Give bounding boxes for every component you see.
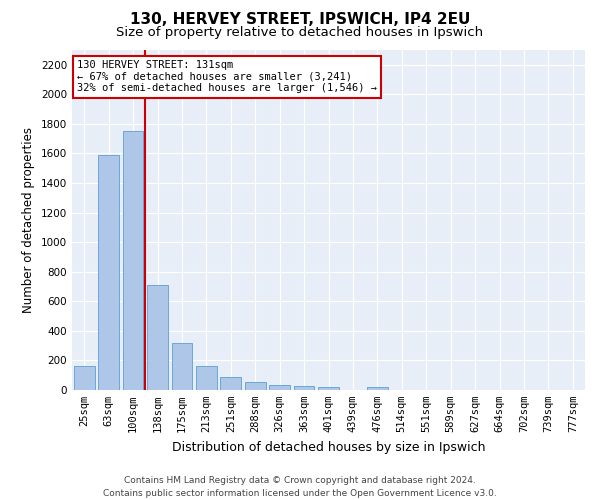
- Bar: [367, 387, 388, 390]
- Text: 130 HERVEY STREET: 131sqm
← 67% of detached houses are smaller (3,241)
32% of se: 130 HERVEY STREET: 131sqm ← 67% of detac…: [77, 60, 377, 94]
- Bar: [269, 385, 290, 390]
- Bar: [74, 366, 95, 390]
- Text: Contains HM Land Registry data © Crown copyright and database right 2024.
Contai: Contains HM Land Registry data © Crown c…: [103, 476, 497, 498]
- X-axis label: Distribution of detached houses by size in Ipswich: Distribution of detached houses by size …: [172, 440, 485, 454]
- Bar: [220, 376, 241, 390]
- Text: Size of property relative to detached houses in Ipswich: Size of property relative to detached ho…: [116, 26, 484, 39]
- Y-axis label: Number of detached properties: Number of detached properties: [22, 127, 35, 313]
- Bar: [122, 130, 143, 390]
- Text: 130, HERVEY STREET, IPSWICH, IP4 2EU: 130, HERVEY STREET, IPSWICH, IP4 2EU: [130, 12, 470, 28]
- Bar: [245, 382, 266, 390]
- Bar: [196, 366, 217, 390]
- Bar: [172, 344, 193, 390]
- Bar: [147, 285, 168, 390]
- Bar: [318, 387, 339, 390]
- Bar: [293, 386, 314, 390]
- Bar: [98, 155, 119, 390]
